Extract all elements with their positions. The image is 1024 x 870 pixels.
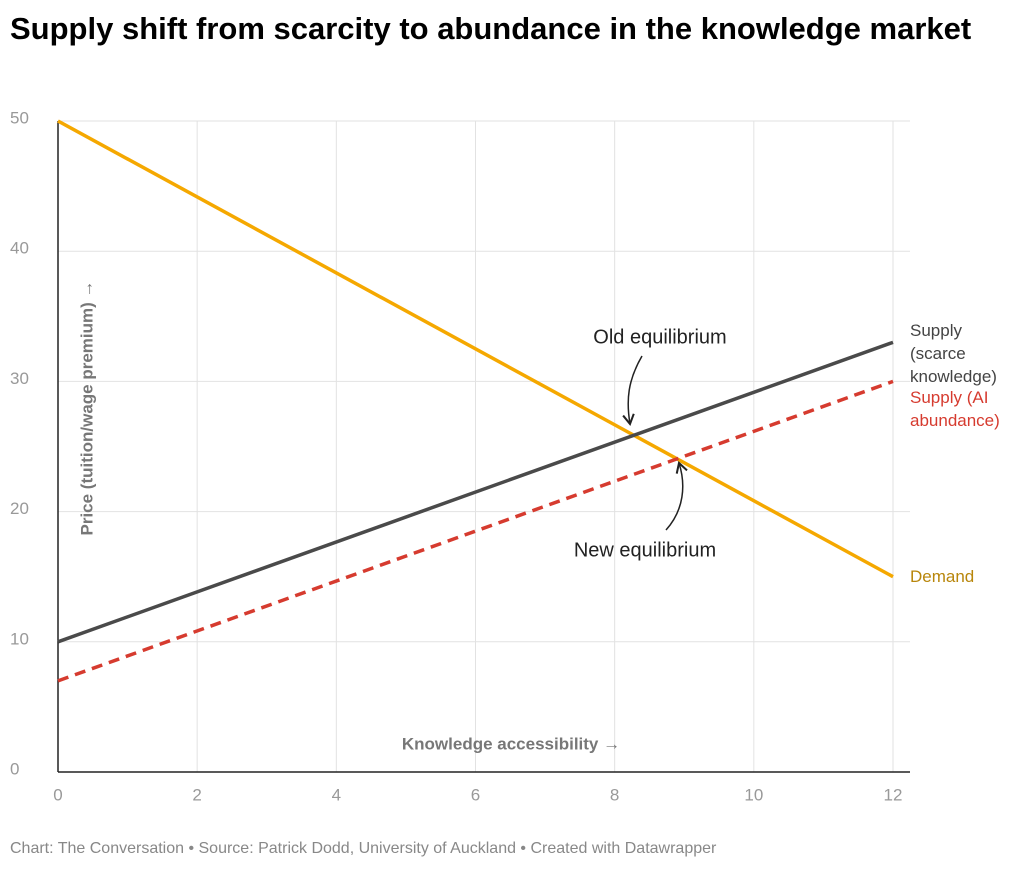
series-label: Demand — [910, 566, 975, 586]
series-line — [57, 379, 894, 683]
x-tick-label: 8 — [610, 785, 619, 804]
footer: Chart: The Conversation • Source: Patric… — [10, 840, 717, 857]
chart-title: Supply shift from scarcity to abundance … — [10, 11, 972, 46]
annotation: Old equilibrium — [593, 326, 726, 348]
x-tick-label: 4 — [332, 785, 341, 804]
y-tick-label: 30 — [10, 369, 29, 388]
y-tick-label: 50 — [10, 108, 29, 127]
x-tick-label: 12 — [884, 785, 903, 804]
annotation-arrow — [665, 461, 688, 531]
series-label: Supply (AI abundance) — [910, 388, 1000, 431]
annotation: New equilibrium — [574, 539, 716, 561]
annotation-arrow — [622, 355, 643, 427]
series-line — [57, 119, 894, 579]
x-tick-label: 10 — [744, 785, 763, 804]
y-axis-label: Price (tuition/wage premium) → — [77, 280, 96, 535]
series-label: Supply (scarce knowledge) — [910, 321, 997, 387]
x-tick-label: 6 — [471, 785, 480, 804]
y-tick-label: 20 — [10, 499, 29, 518]
y-tick-label: 0 — [10, 759, 19, 778]
y-tick-label: 40 — [10, 239, 29, 258]
x-axis-label: Knowledge accessibility → — [402, 734, 620, 753]
y-tick-label: 10 — [10, 629, 29, 648]
x-tick-label: 0 — [53, 785, 62, 804]
x-tick-label: 2 — [192, 785, 201, 804]
series-line — [57, 340, 894, 644]
